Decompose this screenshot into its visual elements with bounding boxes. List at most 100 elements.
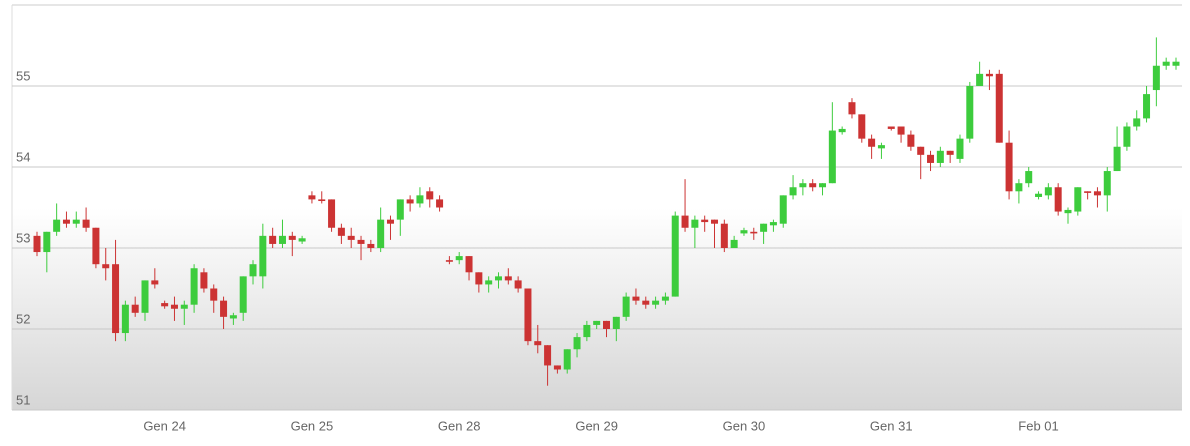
candle-body — [308, 195, 316, 200]
y-tick-label: 52 — [16, 311, 30, 326]
candle-body — [711, 219, 719, 224]
candle-body — [681, 215, 689, 228]
candle-body — [553, 365, 561, 370]
x-tick-label: Gen 25 — [291, 418, 334, 433]
candles — [12, 37, 1182, 411]
candle-body — [819, 183, 827, 188]
candle-body — [995, 73, 1003, 143]
candle-body — [141, 280, 149, 313]
candle-body — [1084, 191, 1092, 193]
candle-body — [200, 272, 208, 289]
candle-body — [131, 304, 139, 313]
candle-body — [799, 183, 807, 188]
candle-body — [1123, 126, 1131, 147]
candle-body — [563, 349, 571, 370]
candle-body — [809, 183, 817, 188]
candle-body — [632, 296, 640, 301]
candle-body — [642, 300, 650, 305]
candle-body — [1044, 187, 1052, 196]
candle-body — [1103, 171, 1111, 196]
candle-body — [760, 223, 768, 232]
candle-body — [691, 219, 699, 228]
candle-body — [288, 235, 296, 240]
candle-body — [318, 199, 326, 202]
candle-body — [603, 320, 610, 329]
candle-body — [239, 276, 247, 313]
candle-body — [573, 337, 581, 350]
candle-body — [426, 191, 434, 200]
x-tick-label: Gen 24 — [143, 418, 186, 433]
candle-body — [917, 146, 925, 155]
candle-body — [190, 268, 198, 305]
candle-body — [789, 187, 797, 196]
candle-body — [544, 345, 552, 366]
candle-body — [220, 300, 228, 317]
candle-body — [976, 73, 984, 86]
x-tick-label: Gen 30 — [723, 418, 766, 433]
candle-body — [897, 126, 905, 135]
candle-body — [1172, 61, 1180, 66]
candle-body — [927, 154, 935, 163]
candle-body — [936, 150, 944, 163]
candle-body — [210, 288, 218, 301]
candle-body — [1064, 209, 1072, 214]
candle-body — [485, 280, 493, 285]
candle-body — [33, 235, 41, 253]
candle-body — [779, 195, 787, 224]
candle-body — [494, 276, 502, 281]
candle-body — [1113, 146, 1121, 172]
candle-body — [259, 235, 267, 277]
candle-body — [249, 264, 257, 277]
candle-body — [475, 272, 483, 285]
candle-body — [436, 199, 444, 208]
candle-body — [229, 315, 237, 319]
candle-body — [396, 199, 404, 220]
y-tick-label: 51 — [16, 392, 30, 407]
candle-body — [151, 280, 159, 285]
candle-body — [907, 134, 915, 147]
candle-body — [43, 231, 51, 253]
plot-background — [12, 5, 1182, 410]
candle-body — [848, 102, 856, 115]
candle-body — [661, 296, 669, 301]
candle-body — [377, 219, 385, 248]
candle-body — [445, 260, 453, 262]
candle-body — [956, 138, 964, 159]
candle-body — [985, 73, 993, 77]
candle-body — [887, 126, 895, 129]
candle-body — [671, 215, 679, 297]
candle-body — [838, 128, 846, 133]
x-tick-label: Gen 29 — [575, 418, 618, 433]
y-tick-label: 55 — [16, 68, 30, 83]
candle-body — [1133, 118, 1141, 127]
candle-body — [269, 235, 277, 244]
candle-body — [347, 235, 355, 240]
candle-body — [1162, 61, 1170, 66]
candle-body — [524, 288, 532, 342]
candle-body — [53, 219, 61, 232]
candle-body — [1035, 193, 1043, 197]
candle-body — [868, 138, 876, 147]
candle-body — [593, 320, 601, 325]
candle-body — [583, 324, 591, 338]
x-tick-label: Gen 31 — [870, 418, 913, 433]
candle-body — [328, 199, 336, 228]
candle-body — [72, 219, 80, 224]
candle-body — [180, 304, 188, 309]
candle-body — [769, 222, 777, 226]
candle-body — [828, 130, 836, 184]
candle-body — [1143, 94, 1151, 119]
candle-body — [337, 227, 345, 236]
candle-body — [1093, 191, 1101, 196]
candle-body — [612, 316, 620, 329]
candle-body — [416, 195, 424, 204]
candle-body — [750, 231, 758, 234]
candle-body — [622, 296, 630, 317]
candle-body — [1054, 187, 1062, 212]
candle-body — [406, 199, 414, 204]
candle-body — [720, 223, 728, 248]
candle-body — [1025, 171, 1033, 184]
candle-body — [92, 227, 100, 265]
